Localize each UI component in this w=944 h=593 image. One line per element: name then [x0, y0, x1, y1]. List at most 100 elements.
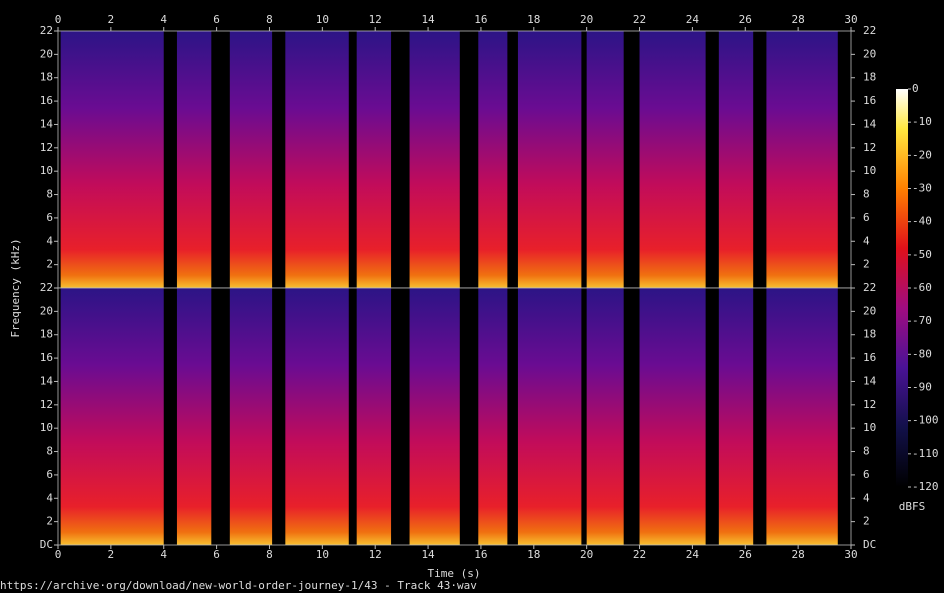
- y-tick-label: 8: [863, 445, 870, 458]
- x-tick-label: 2: [108, 13, 115, 26]
- x-tick-label: 4: [160, 13, 167, 26]
- sound-segment: [176, 288, 212, 545]
- x-tick-label: 10: [316, 548, 329, 561]
- y-tick-label: 20: [40, 304, 53, 317]
- y-axis-label: Frequency (kHz): [9, 238, 22, 337]
- y-tick-label: 12: [40, 398, 53, 411]
- y-tick-label: 20: [40, 47, 53, 60]
- x-tick-label: 30: [844, 548, 857, 561]
- y-tick-label: 6: [863, 468, 870, 481]
- y-tick-label: 10: [40, 421, 53, 434]
- x-tick-label: 26: [739, 548, 752, 561]
- colorbar-tick-label: -60: [912, 281, 932, 294]
- sound-segment: [766, 288, 838, 545]
- y-tick-label: 16: [40, 351, 53, 364]
- y-tick-label: 8: [46, 445, 53, 458]
- colorbar-tick-label: -120: [912, 480, 939, 493]
- x-tick-label: 20: [580, 548, 593, 561]
- y-tick-label: 14: [40, 117, 54, 130]
- y-tick-label: 4: [863, 234, 870, 247]
- y-tick-label: 20: [863, 304, 876, 317]
- y-tick-label: 8: [46, 188, 53, 201]
- x-tick-label: 30: [844, 13, 857, 26]
- y-tick-label: 14: [863, 117, 877, 130]
- colorbar-tick-label: -20: [912, 148, 932, 161]
- sound-segment: [478, 31, 508, 288]
- x-tick-label: 18: [527, 548, 540, 561]
- sound-segment: [718, 31, 754, 288]
- colorbar-tick-label: -70: [912, 314, 932, 327]
- panel-border: [57, 287, 852, 546]
- x-tick-label: 28: [792, 13, 805, 26]
- colorbar: [896, 89, 908, 487]
- x-tick-label: 20: [580, 13, 593, 26]
- x-tick-label: 24: [686, 548, 700, 561]
- sound-segment: [409, 288, 460, 545]
- y-tick-label: 16: [863, 94, 876, 107]
- y-tick-label: 20: [863, 47, 876, 60]
- y-tick-label: 22: [40, 281, 53, 294]
- x-tick-label: 2: [108, 548, 115, 561]
- sound-segment: [639, 288, 706, 545]
- y-tick-label: 14: [863, 374, 877, 387]
- x-tick-label: 0: [55, 548, 62, 561]
- x-tick-label: 16: [474, 548, 487, 561]
- sound-segment: [285, 288, 349, 545]
- x-tick-label: 6: [213, 548, 220, 561]
- y-tick-label: 10: [40, 164, 53, 177]
- y-tick-label: 2: [863, 258, 870, 271]
- y-tick-label: 10: [863, 164, 876, 177]
- y-tick-label: 4: [863, 491, 870, 504]
- sound-segment: [60, 31, 164, 288]
- sound-segment: [356, 288, 392, 545]
- y-tick-label: 4: [46, 491, 53, 504]
- sound-segment: [517, 31, 582, 288]
- y-tick-label: 2: [863, 515, 870, 528]
- y-tick-label: 22: [863, 281, 876, 294]
- x-tick-label: 14: [421, 13, 435, 26]
- x-tick-label: 14: [421, 548, 435, 561]
- y-tick-label: 16: [40, 94, 53, 107]
- y-tick-label: 22: [863, 24, 876, 37]
- y-tick-label: 4: [46, 234, 53, 247]
- sound-segment: [586, 288, 624, 545]
- sound-segment: [176, 31, 212, 288]
- x-tick-label: 6: [213, 13, 220, 26]
- y-tick-label: 12: [40, 141, 53, 154]
- sound-segment: [285, 31, 349, 288]
- x-tick-label: 12: [369, 13, 382, 26]
- y-tick-label: DC: [863, 538, 876, 551]
- y-tick-label: 18: [40, 328, 53, 341]
- colorbar-tick-label: -10: [912, 115, 932, 128]
- y-tick-label: 12: [863, 398, 876, 411]
- y-tick-label: 18: [40, 71, 53, 84]
- x-tick-label: 16: [474, 13, 487, 26]
- sound-segment: [766, 31, 838, 288]
- colorbar-tick-label: -30: [912, 182, 932, 195]
- y-tick-label: DC: [40, 538, 53, 551]
- y-tick-label: 6: [46, 211, 53, 224]
- y-tick-label: 2: [46, 258, 53, 271]
- x-tick-label: 24: [686, 13, 700, 26]
- x-tick-label: 26: [739, 13, 752, 26]
- x-tick-label: 18: [527, 13, 540, 26]
- x-tick-label: 8: [266, 13, 273, 26]
- sound-segment: [229, 288, 273, 545]
- colorbar-tick-label: -110: [912, 447, 939, 460]
- sound-segment: [586, 31, 624, 288]
- y-tick-label: 22: [40, 24, 53, 37]
- sound-segment: [409, 31, 460, 288]
- y-tick-label: 18: [863, 328, 876, 341]
- x-tick-label: 8: [266, 548, 273, 561]
- x-tick-label: 0: [55, 13, 62, 26]
- y-tick-label: 10: [863, 421, 876, 434]
- x-tick-label: 28: [792, 548, 805, 561]
- y-tick-label: 16: [863, 351, 876, 364]
- sound-segment: [639, 31, 706, 288]
- sound-segment: [356, 31, 392, 288]
- colorbar-label: dBFS: [899, 500, 926, 513]
- y-tick-label: 6: [863, 211, 870, 224]
- colorbar-tick-label: -90: [912, 381, 932, 394]
- x-tick-label: 22: [633, 13, 646, 26]
